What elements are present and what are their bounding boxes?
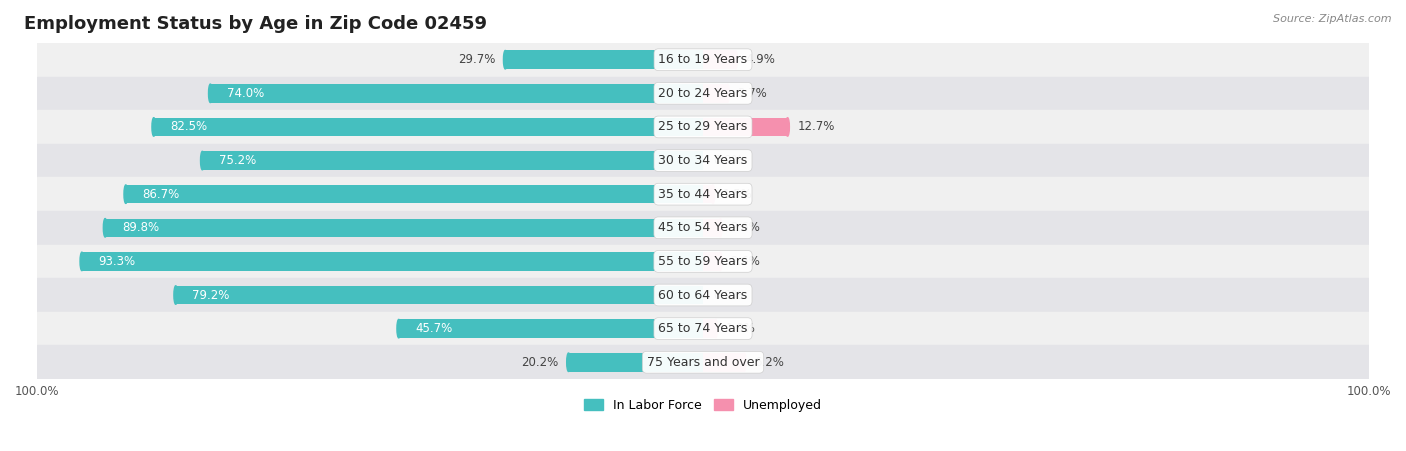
Bar bbox=[37, 244, 1369, 278]
Circle shape bbox=[725, 84, 730, 102]
Circle shape bbox=[718, 219, 723, 237]
Bar bbox=[211, 84, 703, 102]
Circle shape bbox=[152, 118, 156, 136]
Circle shape bbox=[208, 84, 212, 102]
Text: 82.5%: 82.5% bbox=[170, 120, 208, 133]
Text: 0.0%: 0.0% bbox=[713, 289, 742, 302]
Text: 0.0%: 0.0% bbox=[713, 154, 742, 167]
Text: 4.9%: 4.9% bbox=[745, 53, 776, 66]
Bar bbox=[37, 177, 1369, 211]
Text: 74.0%: 74.0% bbox=[226, 87, 264, 100]
Bar bbox=[82, 252, 703, 271]
Bar bbox=[37, 345, 1369, 379]
Text: 1.9%: 1.9% bbox=[725, 322, 755, 335]
Circle shape bbox=[734, 51, 738, 69]
Text: 89.8%: 89.8% bbox=[122, 221, 159, 234]
Circle shape bbox=[742, 353, 747, 372]
Bar bbox=[703, 185, 713, 203]
Text: Source: ZipAtlas.com: Source: ZipAtlas.com bbox=[1274, 14, 1392, 23]
Text: 25 to 29 Years: 25 to 29 Years bbox=[658, 120, 748, 133]
Circle shape bbox=[80, 252, 84, 271]
Text: 60 to 64 Years: 60 to 64 Years bbox=[658, 289, 748, 302]
Bar bbox=[105, 219, 703, 237]
Circle shape bbox=[103, 219, 107, 237]
Bar bbox=[703, 219, 720, 237]
Circle shape bbox=[174, 286, 177, 304]
Text: 12.7%: 12.7% bbox=[797, 120, 835, 133]
Circle shape bbox=[124, 185, 128, 203]
Bar bbox=[153, 118, 703, 136]
Text: 75.2%: 75.2% bbox=[219, 154, 256, 167]
Text: 1.5%: 1.5% bbox=[723, 188, 752, 201]
Circle shape bbox=[201, 151, 204, 170]
Circle shape bbox=[718, 252, 723, 271]
Circle shape bbox=[786, 118, 789, 136]
Bar bbox=[37, 43, 1369, 77]
Text: 6.2%: 6.2% bbox=[754, 356, 785, 369]
Bar bbox=[37, 110, 1369, 144]
Text: 20.2%: 20.2% bbox=[522, 356, 558, 369]
Bar bbox=[703, 353, 744, 372]
Text: 86.7%: 86.7% bbox=[142, 188, 180, 201]
Bar bbox=[37, 211, 1369, 244]
Circle shape bbox=[567, 353, 571, 372]
Bar bbox=[703, 319, 716, 338]
Text: 79.2%: 79.2% bbox=[193, 289, 229, 302]
Legend: In Labor Force, Unemployed: In Labor Force, Unemployed bbox=[579, 394, 827, 417]
Text: 3.7%: 3.7% bbox=[738, 87, 768, 100]
Bar bbox=[37, 312, 1369, 345]
Text: 16 to 19 Years: 16 to 19 Years bbox=[658, 53, 748, 66]
Circle shape bbox=[396, 319, 401, 338]
Bar bbox=[202, 151, 703, 170]
Circle shape bbox=[711, 185, 714, 203]
Text: 45.7%: 45.7% bbox=[415, 322, 453, 335]
Bar bbox=[399, 319, 703, 338]
Text: 75 Years and over: 75 Years and over bbox=[647, 356, 759, 369]
Text: 2.6%: 2.6% bbox=[730, 221, 761, 234]
Bar bbox=[568, 353, 703, 372]
Bar bbox=[703, 252, 720, 271]
Bar bbox=[37, 278, 1369, 312]
Text: 29.7%: 29.7% bbox=[458, 53, 495, 66]
Text: Employment Status by Age in Zip Code 02459: Employment Status by Age in Zip Code 024… bbox=[24, 15, 486, 33]
Text: 35 to 44 Years: 35 to 44 Years bbox=[658, 188, 748, 201]
Text: 93.3%: 93.3% bbox=[98, 255, 135, 268]
Text: 55 to 59 Years: 55 to 59 Years bbox=[658, 255, 748, 268]
Bar bbox=[505, 51, 703, 69]
Text: 20 to 24 Years: 20 to 24 Years bbox=[658, 87, 748, 100]
Bar bbox=[37, 144, 1369, 177]
Bar bbox=[125, 185, 703, 203]
Text: 45 to 54 Years: 45 to 54 Years bbox=[658, 221, 748, 234]
Bar bbox=[703, 84, 728, 102]
Text: 65 to 74 Years: 65 to 74 Years bbox=[658, 322, 748, 335]
Bar bbox=[37, 77, 1369, 110]
Text: 30 to 34 Years: 30 to 34 Years bbox=[658, 154, 748, 167]
Circle shape bbox=[503, 51, 508, 69]
Circle shape bbox=[714, 319, 717, 338]
Text: 2.6%: 2.6% bbox=[730, 255, 761, 268]
Bar bbox=[703, 118, 787, 136]
Bar bbox=[176, 286, 703, 304]
Bar bbox=[703, 51, 735, 69]
